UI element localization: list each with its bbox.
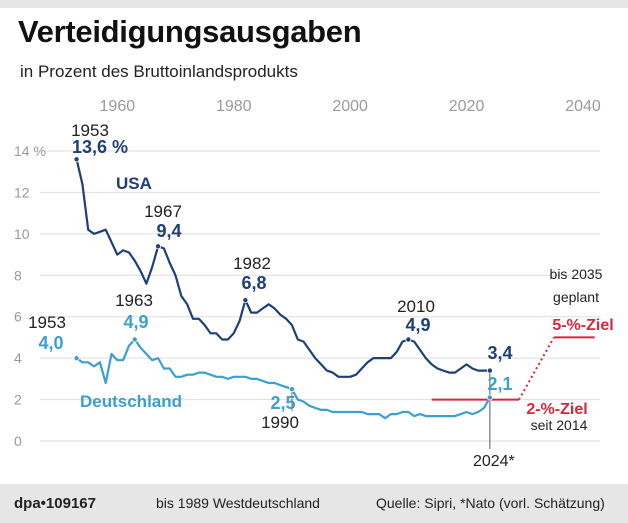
series-line-usa — [75, 159, 490, 378]
y-tick-label: 6 — [14, 309, 22, 325]
data-point-germany-2024 — [486, 394, 493, 401]
annotation-value-usa-2024: 3,4 — [487, 343, 512, 363]
data-point-usa-1953 — [73, 156, 80, 163]
data-point-germany-1963 — [131, 336, 138, 343]
x-tick-label: 1960 — [100, 98, 136, 115]
annotation-year-usa-1967: 1967 — [144, 202, 182, 221]
annotation-value-germany-2024: 2,1 — [487, 374, 512, 394]
defense-spending-chart: 0 2 4 6 8 10 12 14 % 1960 1980 2000 2020 2040 2024* 2-… — [14, 98, 614, 470]
series-line-germany — [75, 338, 491, 420]
series-label-germany: Deutschland — [80, 392, 182, 411]
target-5-note-line2: geplant — [553, 289, 599, 305]
y-tick-label: 4 — [14, 350, 22, 366]
annotation-year-usa-1953: 1953 — [71, 121, 109, 140]
target-5-label: 5-%-Ziel — [552, 317, 613, 334]
annotation-value-germany-1953: 4,0 — [38, 333, 63, 353]
annotation-year-usa-2010: 2010 — [397, 297, 435, 316]
current-year-label: 2024* — [473, 453, 515, 470]
annotation-year-usa-1982: 1982 — [233, 254, 271, 273]
chart-title: Verteidigungsausgaben — [18, 14, 362, 49]
x-tick-label: 2020 — [449, 98, 485, 115]
data-point-usa-1982 — [242, 297, 249, 304]
footer-source: Quelle: Sipri, *Nato (vorl. Schätzung) — [376, 495, 605, 511]
y-tick-label: 0 — [14, 433, 22, 449]
annotation-value-usa-1967: 9,4 — [156, 221, 181, 241]
annotation-value-usa-2010: 4,9 — [405, 315, 430, 335]
data-point-usa-2024 — [486, 367, 493, 374]
target-5-note-line1: bis 2035 — [550, 266, 603, 282]
y-tick-label: 14 % — [14, 143, 46, 159]
footer: dpa•109167 bis 1989 Westdeutschland Quel… — [0, 484, 628, 523]
target-2-note: seit 2014 — [531, 417, 588, 433]
series-label-usa: USA — [116, 174, 152, 193]
x-tick-label: 2000 — [332, 98, 368, 115]
x-tick-label: 2040 — [565, 98, 601, 115]
data-point-usa-1967 — [155, 243, 162, 250]
y-tick-label: 12 — [14, 184, 30, 200]
annotation-year-germany-1953: 1953 — [28, 313, 66, 332]
annotation-value-germany-1963: 4,9 — [123, 312, 148, 332]
annotation-year-germany-1963: 1963 — [115, 291, 153, 310]
y-tick-label: 10 — [14, 226, 30, 242]
annotation-year-germany-1990: 1990 — [261, 413, 299, 432]
top-bar — [0, 0, 628, 8]
data-point-usa-2010 — [405, 336, 412, 343]
annotation-value-germany-1990: 2,5 — [270, 393, 295, 413]
target-transition-line — [518, 336, 555, 401]
annotation-value-usa-1982: 6,8 — [241, 273, 266, 293]
annotation-value-usa-1953: 13,6 % — [72, 137, 128, 157]
y-tick-label: 8 — [14, 267, 22, 283]
footer-note: bis 1989 Westdeutschland — [156, 495, 320, 511]
data-point-germany-1990 — [288, 386, 295, 393]
target-2-label: 2-%-Ziel — [526, 401, 587, 418]
x-tick-label: 1980 — [216, 98, 252, 115]
footer-brand: dpa•109167 — [14, 495, 96, 512]
y-tick-label: 2 — [14, 392, 22, 408]
chart-subtitle: in Prozent des Bruttoinlandsprodukts — [20, 62, 298, 81]
data-point-germany-1953 — [73, 355, 80, 362]
